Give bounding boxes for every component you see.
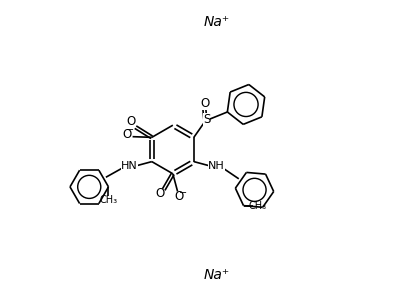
Text: −: − xyxy=(179,188,188,198)
Text: HN: HN xyxy=(121,161,138,171)
Text: NH: NH xyxy=(208,161,225,171)
Text: CH₃: CH₃ xyxy=(248,201,266,211)
Text: O: O xyxy=(200,97,209,110)
Text: O: O xyxy=(126,115,136,128)
Text: O: O xyxy=(123,128,132,141)
Text: −: − xyxy=(126,125,135,135)
Text: O: O xyxy=(175,190,184,203)
Text: O: O xyxy=(155,187,164,200)
Text: S: S xyxy=(203,113,210,126)
Text: CH₃: CH₃ xyxy=(99,195,118,205)
Text: Na⁺: Na⁺ xyxy=(204,268,230,282)
Text: Na⁺: Na⁺ xyxy=(204,15,230,29)
